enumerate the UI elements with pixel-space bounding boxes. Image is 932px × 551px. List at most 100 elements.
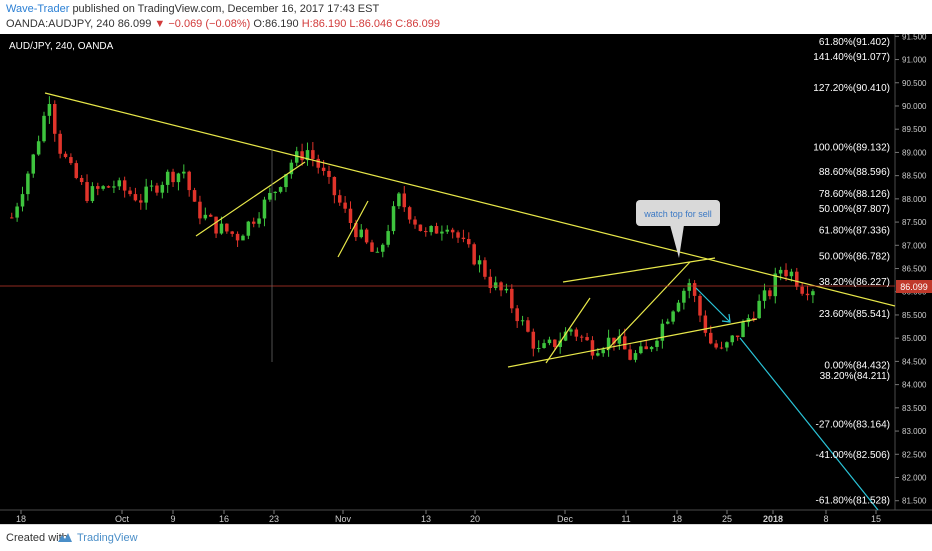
candle-body xyxy=(467,239,471,245)
candle-body xyxy=(488,276,493,288)
candle-body xyxy=(569,329,573,332)
price-tick-label: 81.500 xyxy=(902,497,927,506)
candle-body xyxy=(386,231,390,245)
rising-trendline-4 xyxy=(606,261,691,351)
chart-header: Wave-Trader published on TradingView.com… xyxy=(0,0,932,34)
price-tick-label: 89.000 xyxy=(902,148,927,157)
price-tick-label: 84.500 xyxy=(902,357,927,366)
candle-body xyxy=(300,151,304,161)
candle-body xyxy=(665,321,670,324)
fib-level-label: -27.00%(83.164) xyxy=(816,419,891,430)
candle-body xyxy=(203,214,208,219)
price-tick-label: 91.500 xyxy=(902,34,927,41)
candle-body xyxy=(434,226,439,234)
candle-body xyxy=(730,335,735,343)
time-tick-label: Nov xyxy=(335,514,352,524)
rising-trendline-2 xyxy=(337,200,369,258)
price-change: ▼ −0.069 (−0.08%) xyxy=(154,18,251,30)
author-link[interactable]: Wave-Trader xyxy=(6,3,70,15)
published-text: published on TradingView.com, December 1… xyxy=(72,3,380,15)
candle-body xyxy=(171,171,175,183)
chart-symbol-title: AUD/JPY, 240, OANDA xyxy=(9,41,114,52)
candle-body xyxy=(477,260,482,265)
candle-body xyxy=(563,331,568,341)
candle-body xyxy=(106,186,111,188)
candle-body xyxy=(268,193,272,200)
candle-body xyxy=(47,104,52,116)
price-tick-label: 91.000 xyxy=(902,56,927,65)
candle-body xyxy=(510,288,514,309)
time-tick-label: 13 xyxy=(421,514,431,524)
price-tag-box xyxy=(896,280,932,293)
time-tick-label: 23 xyxy=(269,514,279,524)
projection-arrow-2 xyxy=(739,337,879,511)
candle-body xyxy=(579,336,584,338)
time-tick-label: 18 xyxy=(16,514,26,524)
price-tick-label: 90.500 xyxy=(902,79,927,88)
candle-body xyxy=(520,320,525,322)
candle-body xyxy=(585,337,589,341)
candle-body xyxy=(133,194,138,201)
price-tick-label: 86.500 xyxy=(902,265,927,274)
price-scale-background xyxy=(895,34,932,510)
fib-level-label: 38.20%(86.227) xyxy=(819,277,890,288)
candle-body xyxy=(149,185,154,187)
price-tag-text: 86.099 xyxy=(900,282,928,292)
candle-body xyxy=(504,288,509,291)
candle-body xyxy=(752,318,756,320)
fib-level-label: 50.00%(86.782) xyxy=(819,251,890,262)
time-tick-label: 20 xyxy=(470,514,480,524)
time-scale: 18 Oct 9 16 23 Nov 13 20 Dec 11 18 25 2018 8 15 xyxy=(16,510,881,524)
candle-body xyxy=(354,222,358,238)
candle-body xyxy=(622,336,627,350)
time-tick-label: 25 xyxy=(722,514,732,524)
price-tick-label: 85.500 xyxy=(902,311,927,320)
candle-body xyxy=(85,182,89,202)
candle-body xyxy=(36,141,41,155)
fib-level-label: 100.00%(89.132) xyxy=(813,142,890,153)
candle-body xyxy=(343,202,347,209)
fib-level-label: 23.60%(85.541) xyxy=(819,309,890,320)
candle-body xyxy=(370,242,374,252)
time-tick-label: 16 xyxy=(219,514,229,524)
drawings-layer xyxy=(0,92,896,511)
candle-body xyxy=(122,180,127,191)
price-tick-label: 83.000 xyxy=(902,427,927,436)
candle-body xyxy=(789,271,794,277)
candle-body xyxy=(719,347,724,349)
candle-body xyxy=(144,186,148,203)
candle-body xyxy=(316,158,320,168)
fib-level-label: 141.40%(91.077) xyxy=(813,52,890,63)
candle-body xyxy=(332,176,337,196)
candle-body xyxy=(660,323,665,341)
candle-body xyxy=(305,150,310,161)
tradingview-brand[interactable]: TradingView xyxy=(77,532,138,544)
candle-body xyxy=(768,290,772,297)
candle-body xyxy=(601,349,605,354)
candle-body xyxy=(225,223,229,232)
fib-level-label: -41.00%(82.506) xyxy=(816,450,891,461)
candle-body xyxy=(321,167,326,171)
tradingview-logo-icon xyxy=(58,533,72,542)
time-tick-label: 8 xyxy=(823,514,828,524)
main-downtrend-line xyxy=(44,92,896,307)
candle-body xyxy=(741,322,745,338)
candle-body xyxy=(262,199,267,219)
candle-body xyxy=(709,332,713,344)
candle-body xyxy=(526,320,530,332)
candle-body xyxy=(612,337,616,344)
candle-body xyxy=(20,194,25,207)
candle-body xyxy=(456,232,460,238)
price-chart[interactable]: AUD/JPY, 240, OANDA 61.80%(91.402) 141.40… xyxy=(0,32,932,524)
candle-body xyxy=(757,300,761,319)
candle-body xyxy=(284,174,288,188)
candle-body xyxy=(515,308,519,322)
candle-body xyxy=(241,235,245,241)
fib-level-label: -61.80%(81.528) xyxy=(816,495,891,506)
candle-body xyxy=(375,251,380,253)
candle-body xyxy=(536,347,541,349)
candle-body xyxy=(53,104,57,134)
candle-body xyxy=(235,233,240,241)
chart-area[interactable]: AUD/JPY, 240, OANDA 61.80%(91.402) 141.40… xyxy=(0,32,932,524)
candle-body xyxy=(187,171,191,191)
